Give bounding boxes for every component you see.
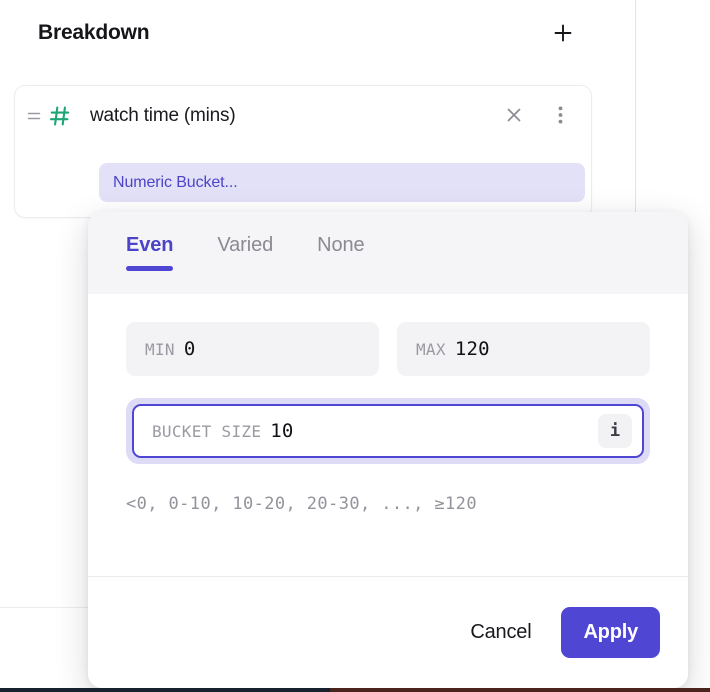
breakdown-card: watch time (mins) (14, 85, 592, 218)
bottom-strip-right (330, 688, 710, 692)
bottom-os-strip (0, 688, 710, 692)
apply-button[interactable]: Apply (561, 607, 660, 658)
breakdown-card-row: watch time (mins) (15, 86, 591, 146)
plus-icon (551, 21, 575, 45)
tab-none[interactable]: None (317, 234, 365, 279)
max-field-label: MAX (416, 339, 446, 359)
numeric-bucket-popover: Even Varied None MIN 0 MAX 120 (88, 212, 688, 688)
tab-none-label: None (317, 234, 365, 256)
min-max-row: MIN 0 MAX 120 (126, 322, 650, 376)
tab-even-label: Even (126, 234, 174, 256)
bucket-preview-text: <0, 0-10, 10-20, 20-30, ..., ≥120 (126, 494, 477, 514)
bucket-mode-tabs: Even Varied None (88, 212, 688, 294)
close-icon (503, 104, 525, 129)
bucket-size-label: BUCKET SIZE (152, 421, 262, 441)
panel-divider-vertical (635, 0, 636, 218)
min-field[interactable]: MIN 0 (126, 322, 379, 376)
breakdown-field-name: watch time (mins) (90, 105, 236, 126)
kebab-menu-icon (558, 105, 563, 128)
min-field-label: MIN (145, 339, 175, 359)
popover-footer: Cancel Apply (88, 576, 688, 688)
min-field-value: 0 (183, 338, 196, 360)
page-title: Breakdown (38, 21, 150, 44)
tab-active-underline (126, 266, 174, 271)
tab-even[interactable]: Even (126, 234, 174, 279)
drag-handle-icon[interactable] (25, 110, 43, 122)
breakdown-header: Breakdown (0, 0, 600, 66)
hash-icon (45, 104, 75, 128)
max-field[interactable]: MAX 120 (397, 322, 650, 376)
numeric-bucket-chip[interactable]: Numeric Bucket... (99, 163, 585, 202)
bucket-size-field[interactable]: BUCKET SIZE 10 i (132, 404, 644, 458)
cancel-button[interactable]: Cancel (450, 609, 551, 656)
popover-body: MIN 0 MAX 120 BUCKET SIZE 10 i <0, 0-10,… (88, 294, 688, 576)
close-button[interactable] (499, 101, 529, 131)
bottom-strip-left (0, 688, 330, 692)
bucket-size-focus-ring: BUCKET SIZE 10 i (126, 398, 650, 464)
kebab-menu-button[interactable] (545, 101, 575, 131)
tab-varied[interactable]: Varied (217, 234, 273, 279)
bucket-size-value: 10 (270, 420, 294, 442)
info-icon[interactable]: i (598, 414, 632, 448)
max-field-value: 120 (454, 338, 490, 360)
tab-varied-label: Varied (217, 234, 274, 256)
add-breakdown-button[interactable] (548, 18, 578, 48)
numeric-bucket-chip-label: Numeric Bucket... (113, 173, 238, 191)
